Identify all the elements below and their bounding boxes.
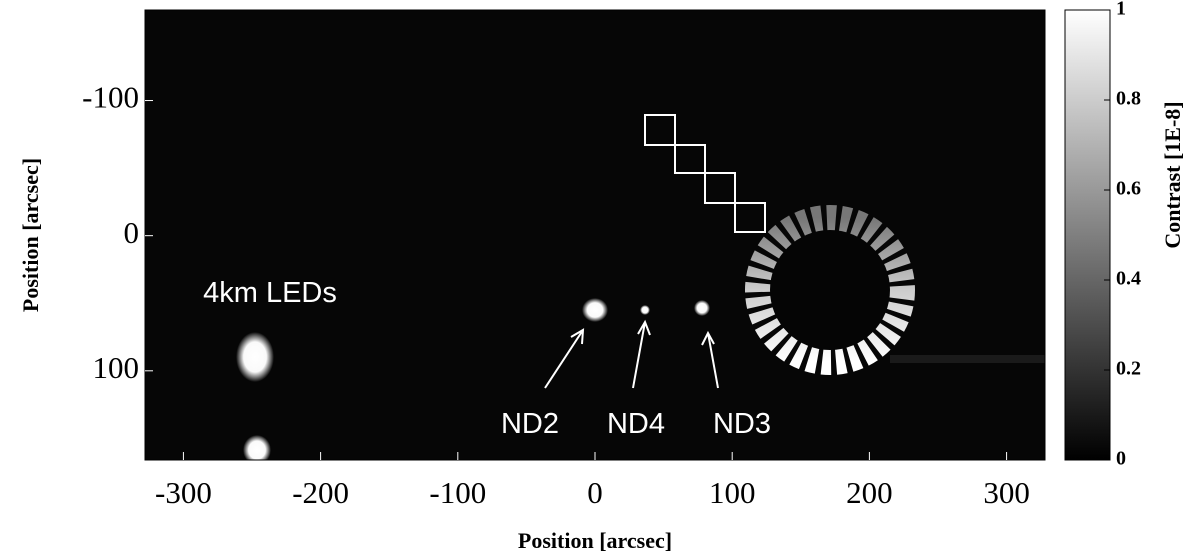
annotation: ND3 <box>713 408 771 440</box>
arrows <box>544 319 719 389</box>
y-axis-label: Position [arcsec] <box>18 158 43 312</box>
spot <box>236 332 274 382</box>
x-tick-label: -100 <box>429 475 486 510</box>
squares <box>644 114 766 233</box>
spot <box>640 305 650 315</box>
x-axis-label: Position [arcsec] <box>518 528 672 553</box>
colorbar-tick-label: 0.4 <box>1116 268 1141 290</box>
ring-hole <box>770 230 890 350</box>
colorbar-tick-label: 0.2 <box>1116 358 1141 380</box>
annotation: 4km LEDs <box>203 277 337 309</box>
x-tick-label: 200 <box>846 475 893 510</box>
y-tick-label: 0 <box>124 215 140 250</box>
x-tick-label: 300 <box>983 475 1030 510</box>
spot <box>582 298 608 322</box>
x-tick-label: -200 <box>292 475 349 510</box>
x-tick-label: -300 <box>155 475 212 510</box>
streak <box>890 355 1045 363</box>
annotation: ND4 <box>607 408 665 440</box>
plot-area: 4km LEDs ND2 ND4 ND3 <box>144 9 1046 461</box>
spot <box>694 300 710 316</box>
image-content <box>236 114 1045 460</box>
annotation: ND2 <box>501 408 559 440</box>
x-tick-label: 100 <box>709 475 756 510</box>
y-tick-label: -100 <box>82 80 139 115</box>
image-background <box>145 10 1045 460</box>
spot <box>243 435 271 460</box>
ring <box>745 205 915 375</box>
colorbar-tick-label: 0 <box>1116 448 1126 470</box>
y-tick-label: 100 <box>93 350 140 385</box>
colorbar-tick-label: 0.6 <box>1116 178 1141 200</box>
x-tick-label: 0 <box>587 475 603 510</box>
colorbar <box>1064 9 1111 461</box>
colorbar-tick-label: 1 <box>1116 0 1126 20</box>
colorbar-label: Contrast [1E-8] <box>1160 101 1185 248</box>
colorbar-tick-label: 0.8 <box>1116 88 1141 110</box>
